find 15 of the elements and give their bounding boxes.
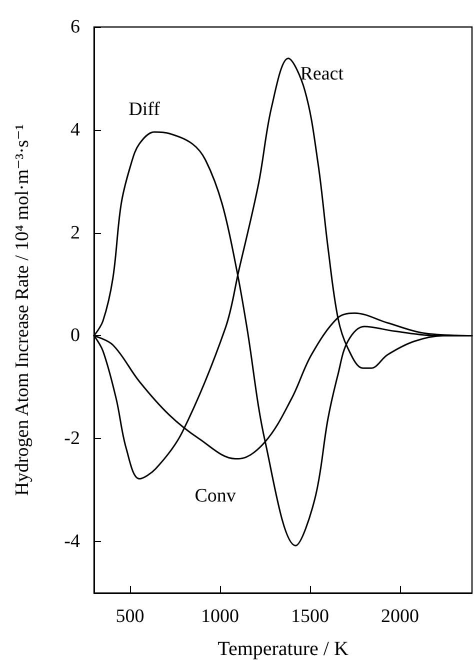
- series-label: React: [300, 63, 344, 84]
- series-label: Diff: [128, 98, 161, 120]
- y-tick-label: 4: [70, 119, 80, 140]
- x-tick-label: 2000: [381, 606, 419, 627]
- y-tick-label: 6: [70, 16, 80, 38]
- series-label: Conv: [194, 486, 236, 507]
- x-tick-label: 1000: [201, 606, 239, 627]
- y-axis-title: Hydrogen Atom Increase Rate / 10⁴ mol·m⁻³·s⁻¹: [12, 124, 33, 496]
- x-tick-label: 500: [116, 606, 144, 627]
- y-tick-label: -4: [64, 531, 80, 552]
- y-tick-label: 0: [70, 325, 80, 346]
- x-tick-label: 1500: [291, 606, 329, 627]
- y-tick-label: 2: [70, 222, 80, 244]
- x-axis-title: Temperature / K: [218, 638, 349, 660]
- y-tick-label: -2: [64, 428, 80, 450]
